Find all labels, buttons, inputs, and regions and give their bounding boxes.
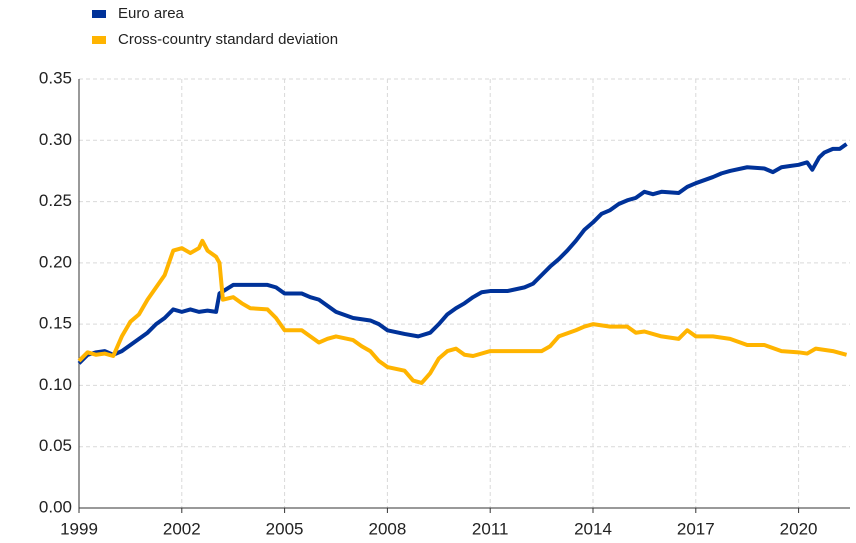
- y-tick-label: 0.35: [39, 68, 72, 87]
- y-tick-label: 0.05: [39, 436, 72, 455]
- y-tick-label: 0.30: [39, 130, 72, 149]
- legend-label: Euro area: [118, 5, 185, 22]
- x-tick-label: 2005: [266, 519, 304, 538]
- data-line: [77, 238, 848, 385]
- legend-swatch: [92, 10, 106, 18]
- x-tick-label: 2008: [368, 519, 406, 538]
- x-tick-label: 2017: [677, 519, 715, 538]
- x-tick-label: 2011: [472, 519, 509, 538]
- y-tick-label: 0.10: [39, 375, 72, 394]
- x-tick-label: 1999: [60, 519, 98, 538]
- x-tick-label: 2020: [780, 519, 818, 538]
- x-tick-label: 2002: [163, 519, 201, 538]
- y-tick-label: 0.15: [39, 314, 72, 333]
- legend-label: Cross-country standard deviation: [118, 31, 338, 48]
- x-tick-label: 2014: [574, 519, 612, 538]
- y-tick-label: 0.20: [39, 252, 72, 271]
- y-tick-label: 0.00: [39, 497, 72, 516]
- legend-swatch: [92, 36, 106, 44]
- y-tick-label: 0.25: [39, 191, 72, 210]
- data-line: [77, 142, 848, 365]
